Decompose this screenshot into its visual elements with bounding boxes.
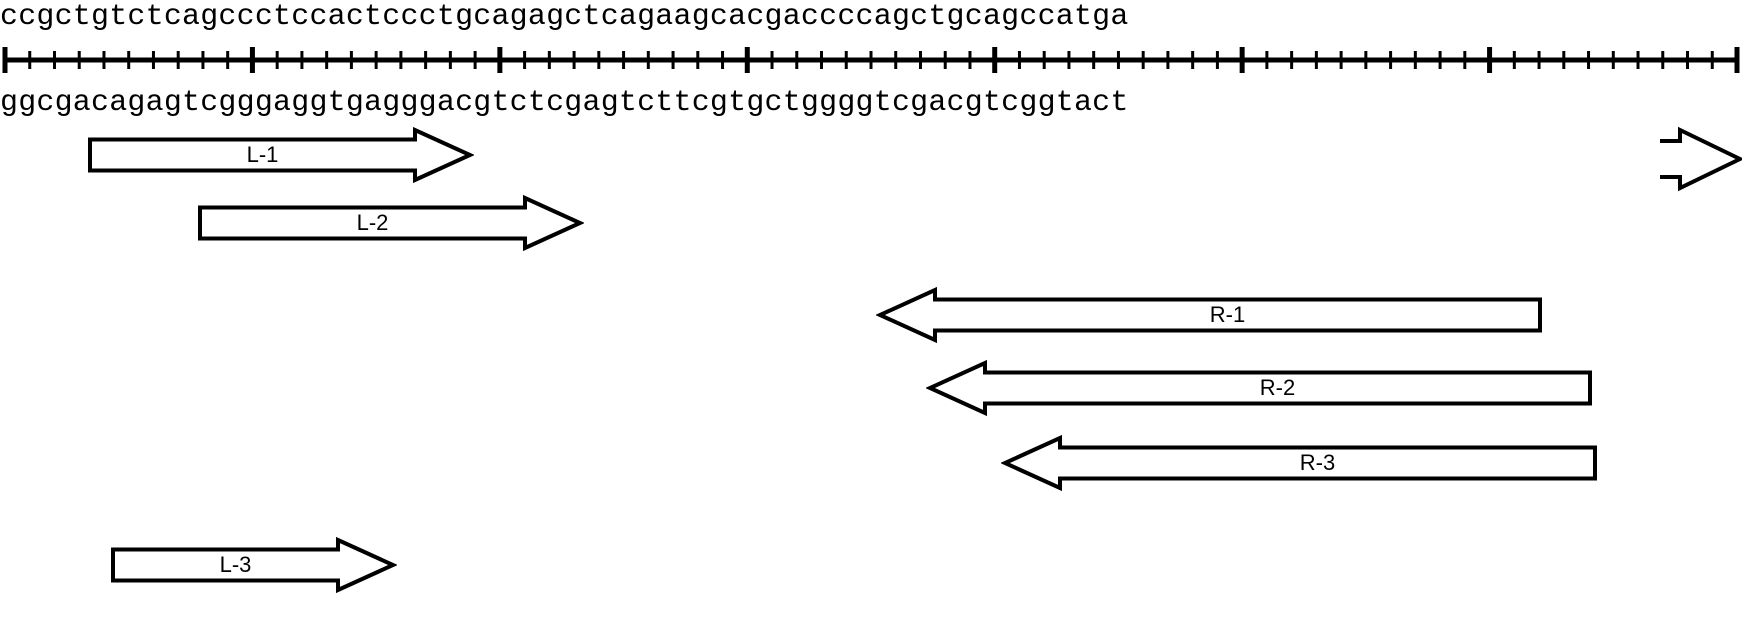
arrow-label-R-1: R-1	[1210, 302, 1245, 327]
sequence-diagram: ccgctgtctcagccctccactccctgcagagctcagaagc…	[0, 0, 1742, 618]
arrow-label-R-2: R-2	[1260, 375, 1295, 400]
arrow-label-R-3: R-3	[1300, 450, 1335, 475]
arrow-L-3: L-3	[109, 536, 397, 594]
sequence-bottom: ggcgacagagtcgggaggtgagggacgtctcgagtcttcg…	[0, 86, 1129, 120]
arrow-partial-right	[1656, 126, 1742, 192]
arrow-L-2: L-2	[196, 194, 584, 252]
arrow-R-2: R-2	[926, 359, 1594, 417]
arrow-R-3: R-3	[1001, 434, 1599, 492]
arrow-R-1: R-1	[876, 286, 1544, 344]
arrow-label-L-2: L-2	[357, 210, 389, 235]
arrow-L-1: L-1	[86, 126, 474, 184]
arrow-label-L-3: L-3	[220, 552, 252, 577]
arrow-label-L-1: L-1	[247, 142, 279, 167]
